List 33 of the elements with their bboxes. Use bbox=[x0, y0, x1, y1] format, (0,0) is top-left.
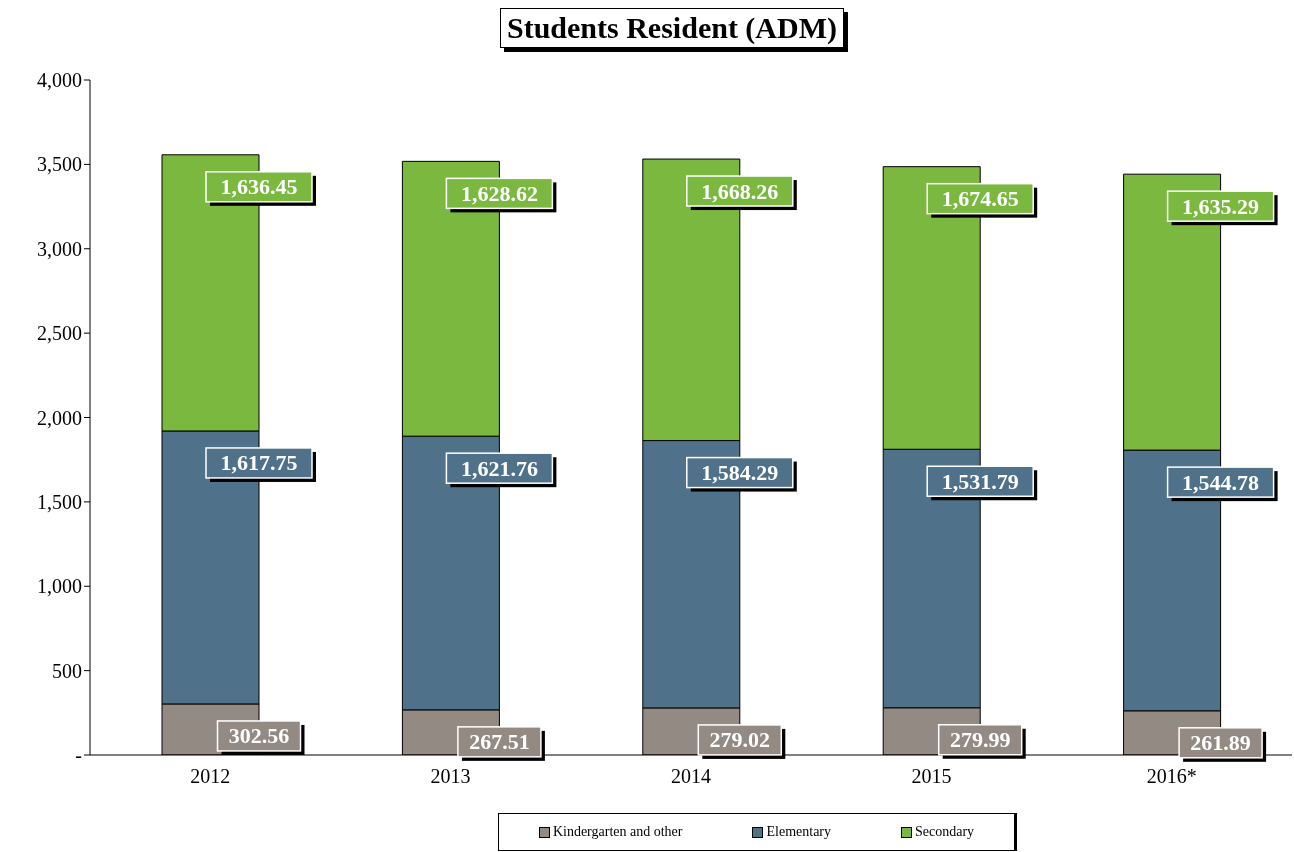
data-label: 279.02 bbox=[709, 727, 771, 753]
data-label: 1,635.29 bbox=[1182, 193, 1260, 219]
y-tick-label: 1,000 bbox=[37, 575, 82, 598]
data-label: 267.51 bbox=[469, 729, 530, 755]
data-label: 1,674.65 bbox=[941, 186, 1019, 212]
legend-label: Elementary bbox=[765, 824, 832, 840]
data-label: 1,544.78 bbox=[1182, 469, 1260, 495]
data-label: 1,531.79 bbox=[941, 468, 1019, 494]
data-label: 279.99 bbox=[949, 727, 1011, 753]
data-label: 1,628.62 bbox=[460, 180, 538, 206]
x-tick-label: 2012 bbox=[190, 765, 231, 788]
x-tick-label: 2016* bbox=[1146, 765, 1197, 788]
y-tick-label: 2,500 bbox=[37, 322, 82, 345]
data-label: 1,617.75 bbox=[220, 450, 298, 476]
x-tick-label: 2015 bbox=[911, 765, 952, 788]
y-tick-label: 1,500 bbox=[37, 490, 82, 513]
legend-label: Kindergarten and other bbox=[551, 824, 683, 840]
x-tick-label: 2014 bbox=[671, 765, 711, 788]
y-tick-label: - bbox=[75, 744, 82, 767]
x-tick-label: 2013 bbox=[430, 765, 471, 788]
data-label: 1,621.76 bbox=[460, 455, 538, 481]
y-tick-label: 500 bbox=[52, 659, 82, 682]
data-label: 1,668.26 bbox=[701, 178, 779, 204]
y-tick-label: 4,000 bbox=[37, 69, 82, 92]
y-tick-label: 3,500 bbox=[37, 153, 82, 176]
chart-title: Students Resident (ADM) bbox=[500, 8, 844, 48]
data-label: 1,636.45 bbox=[220, 174, 298, 200]
data-label: 1,584.29 bbox=[701, 460, 779, 486]
legend-label: Secondary bbox=[914, 824, 975, 840]
y-tick-label: 3,000 bbox=[37, 237, 82, 260]
y-tick-label: 2,000 bbox=[37, 406, 82, 429]
data-label: 261.89 bbox=[1190, 730, 1251, 756]
data-label: 302.56 bbox=[228, 723, 290, 749]
